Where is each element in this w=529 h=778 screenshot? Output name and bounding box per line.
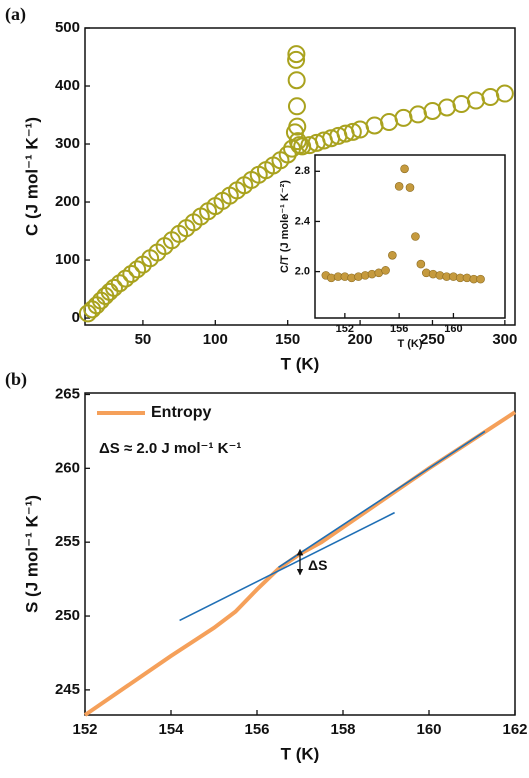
axes-frame <box>314 154 506 319</box>
x-tick-label: 152 <box>336 323 354 335</box>
y-tick-label: 2.0 <box>295 266 310 278</box>
axes-frame <box>84 27 516 326</box>
inset-background <box>315 155 505 318</box>
x-axis-label: T (K) <box>281 354 320 373</box>
y-axis-label: C/T (J mole⁻¹ K⁻²) <box>279 180 291 273</box>
data-point <box>381 266 390 275</box>
data-point <box>400 164 409 174</box>
data-point <box>278 145 297 164</box>
y-axis-label: C (J mol⁻¹ K⁻¹) <box>22 117 41 236</box>
data-point <box>405 183 415 192</box>
x-tick-label: 160 <box>444 323 462 335</box>
data-point <box>104 278 123 297</box>
y-tick-label: 400 <box>55 77 80 94</box>
data-point <box>416 259 426 269</box>
data-point <box>466 91 485 110</box>
data-point <box>394 182 404 191</box>
y-tick-label: 100 <box>55 251 80 268</box>
fit-line <box>278 430 486 568</box>
axes-frame <box>84 392 516 716</box>
data-point <box>365 116 384 135</box>
fit-line <box>179 511 395 622</box>
x-tick-label: 154 <box>158 721 184 738</box>
y-tick-label: 265 <box>55 385 80 402</box>
data-point <box>287 71 306 90</box>
data-point <box>91 291 110 310</box>
data-point <box>116 269 135 288</box>
x-tick-label: 50 <box>135 331 152 348</box>
x-tick-label: 300 <box>492 331 517 348</box>
data-point <box>287 50 306 69</box>
legend-label: Entropy <box>151 404 212 421</box>
data-point <box>495 84 514 103</box>
x-tick-label: 156 <box>244 721 269 738</box>
data-point <box>408 105 427 124</box>
x-axis-label: T (K) <box>397 338 422 350</box>
y-tick-label: 255 <box>55 533 80 550</box>
x-axis-label: T (K) <box>281 744 320 763</box>
data-point <box>288 117 307 136</box>
arrow-label: ΔS <box>308 557 327 573</box>
data-point <box>343 122 362 141</box>
y-tick-label: 200 <box>55 193 80 210</box>
x-tick-label: 152 <box>72 721 97 738</box>
annotation: ΔS ≈ 2.0 J mol⁻¹ K⁻¹ <box>99 440 241 457</box>
panel-label: (b) <box>5 369 27 390</box>
y-tick-label: 250 <box>55 607 80 624</box>
data-point <box>394 108 413 127</box>
x-tick-label: 250 <box>420 331 445 348</box>
x-tick-label: 160 <box>416 721 441 738</box>
y-tick-label: 2.8 <box>295 165 310 177</box>
y-tick-label: 0 <box>72 309 80 326</box>
data-point <box>128 260 147 279</box>
data-point <box>476 274 485 284</box>
y-tick-label: 500 <box>55 19 80 36</box>
data-point <box>83 300 102 319</box>
y-tick-label: 260 <box>55 459 80 476</box>
y-tick-label: 2.4 <box>295 215 311 227</box>
x-tick-label: 162 <box>502 721 527 738</box>
data-point <box>110 274 129 293</box>
data-point <box>437 98 456 117</box>
data-point <box>481 88 500 107</box>
x-tick-label: 156 <box>390 323 408 335</box>
data-point <box>452 94 471 113</box>
data-point <box>287 97 306 116</box>
data-point <box>423 101 442 120</box>
data-point <box>100 282 119 301</box>
data-point <box>411 232 420 241</box>
data-point <box>122 264 141 283</box>
y-tick-label: 300 <box>55 135 80 152</box>
data-point <box>380 112 399 131</box>
panel-label: (a) <box>5 4 26 25</box>
data-point <box>388 251 397 260</box>
y-axis-label: S (J mol⁻¹ K⁻¹) <box>22 495 41 613</box>
x-tick-label: 150 <box>275 331 300 348</box>
x-tick-label: 200 <box>348 331 373 348</box>
data-point <box>287 45 306 64</box>
x-tick-label: 158 <box>330 721 355 738</box>
x-tick-label: 100 <box>203 331 228 348</box>
y-tick-label: 245 <box>55 681 80 698</box>
